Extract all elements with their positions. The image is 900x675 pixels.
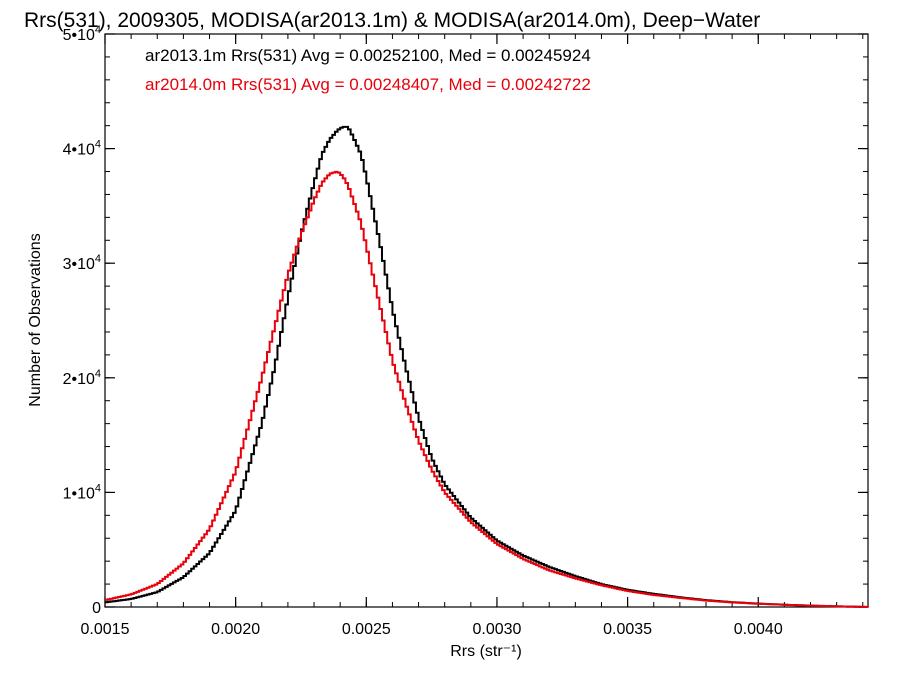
- annotation-1: ar2013.1m Rrs(531) Avg = 0.00252100, Med…: [145, 46, 591, 65]
- y-tick-label: 2•104: [63, 368, 101, 388]
- y-tick-label: 4•104: [63, 139, 101, 159]
- y-tick-label: 1•104: [63, 482, 101, 502]
- x-tick-label: 0.0015: [81, 621, 130, 638]
- x-axis-title: Rrs (str⁻¹): [450, 643, 522, 660]
- plot-area: 0.0015 0.0020 0.0025 0.0030 0.0035 0.0040 0 1•1…: [63, 24, 869, 638]
- x-tick-label: 0.0030: [472, 621, 521, 638]
- annotation-2: ar2014.0m Rrs(531) Avg = 0.00248407, Med…: [145, 75, 591, 94]
- plot-frame: [104, 33, 869, 608]
- x-tick-label: 0.0040: [734, 621, 783, 638]
- y-tick-label: 3•104: [63, 253, 101, 273]
- chart-title: Rrs(531), 2009305, MODISA(ar2013.1m) & M…: [24, 9, 760, 32]
- x-tick-label: 0.0025: [342, 621, 391, 638]
- x-tick-label: 0.0035: [603, 621, 652, 638]
- y-tick-label: 0: [92, 600, 101, 617]
- y-axis-title: Number of Observations: [27, 233, 44, 406]
- series-line-2: [105, 170, 869, 608]
- y-tick-label: 5•104: [63, 24, 101, 44]
- x-tick-label: 0.0020: [211, 621, 260, 638]
